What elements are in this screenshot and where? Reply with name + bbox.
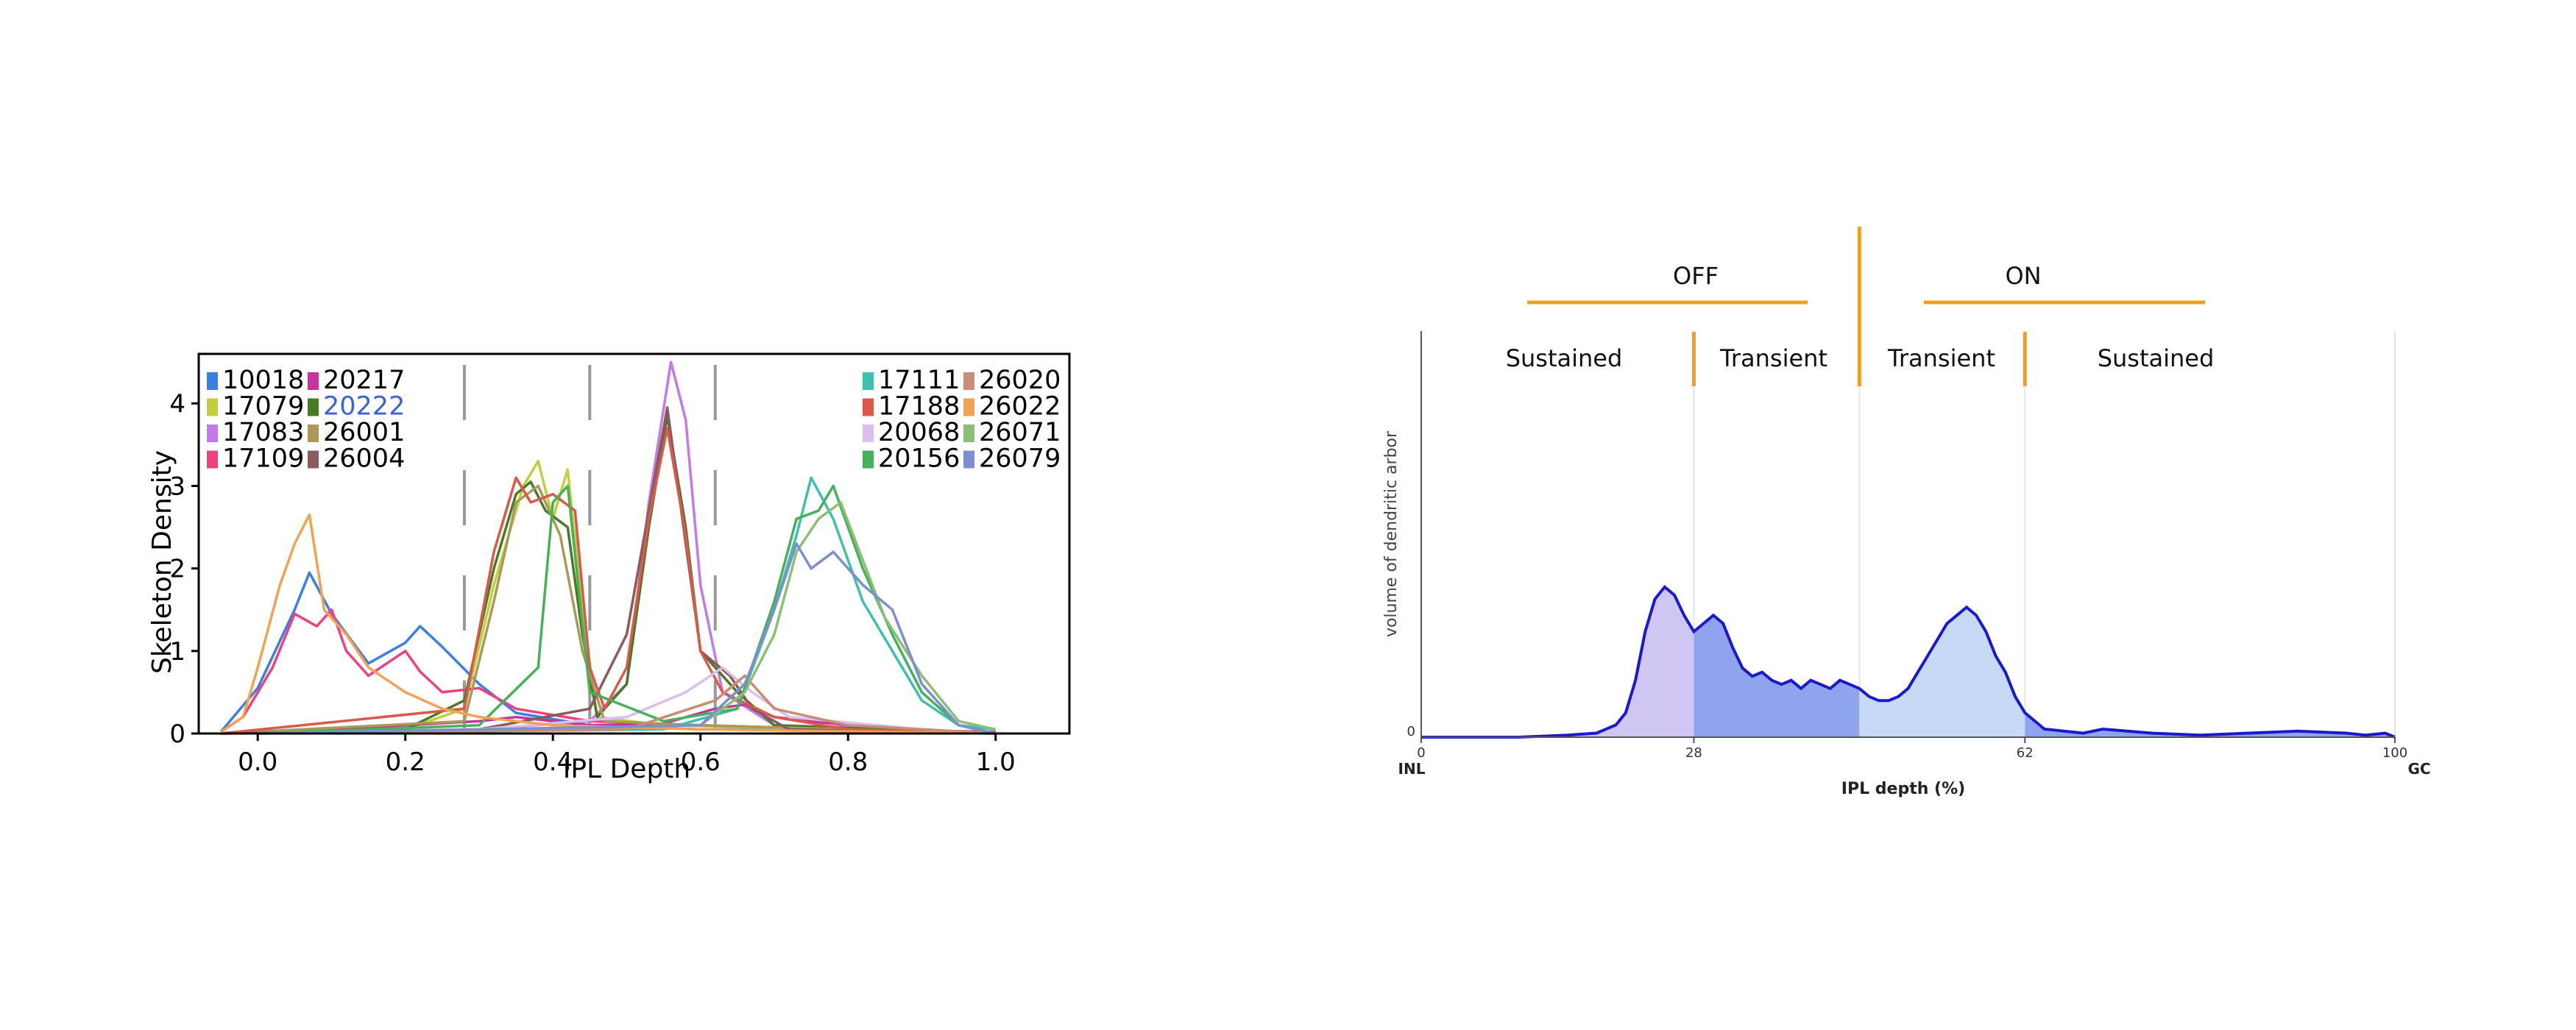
y-tick-label: 0 <box>169 720 185 749</box>
series-line-26001 <box>221 484 996 735</box>
x-tick-label: 1.0 <box>976 747 1016 777</box>
legend-label-26071: 26071 <box>979 418 1061 447</box>
y-tick-label: 3 <box>169 472 185 501</box>
legend-label-26020: 26020 <box>979 366 1061 395</box>
series-line-20068 <box>258 666 996 735</box>
x-tick-label: 0.8 <box>828 747 868 777</box>
legend-label-17079: 17079 <box>222 392 304 422</box>
x-axis-label: IPL Depth <box>563 754 690 784</box>
inl-label: INL <box>1398 760 1426 778</box>
arbor-profile-line <box>1421 584 2396 739</box>
off-label: OFF <box>1673 262 1719 290</box>
series-line-26020 <box>258 674 996 735</box>
series-line-20156 <box>258 484 997 735</box>
on-transient-label: Transient <box>1887 344 1995 372</box>
legend-label-17109: 17109 <box>222 444 304 474</box>
legend-swatch-26004 <box>308 450 319 469</box>
x-tick-label: 28 <box>1685 745 1702 761</box>
legend-swatch-20222 <box>308 398 319 416</box>
on-off-brackets <box>1527 227 2205 386</box>
legend-label-17083: 17083 <box>222 418 304 447</box>
on-transient-fill <box>1859 607 2025 737</box>
legend-label-26022: 26022 <box>979 392 1061 422</box>
y-tick-label: 4 <box>169 389 185 419</box>
legend-swatch-17111 <box>863 372 874 390</box>
x-tick-label: 100 <box>2382 745 2407 761</box>
series-line-26071 <box>258 501 997 735</box>
off-sustained-label: Sustained <box>1506 344 1623 372</box>
legend-label-20156: 20156 <box>878 444 960 474</box>
off-transient-fill <box>1694 615 1860 737</box>
legend-swatch-26071 <box>963 425 974 442</box>
region-fills <box>1421 586 2395 737</box>
x-tick-label: 0.0 <box>238 747 277 777</box>
legend-swatch-20217 <box>308 372 319 390</box>
density-series <box>219 360 997 735</box>
y-axis-ticks: 0 1 2 3 4 <box>169 389 199 749</box>
legend-label-26079: 26079 <box>979 444 1061 474</box>
series-line-17111 <box>258 476 996 735</box>
x-tick-label: 0.2 <box>386 747 425 777</box>
series-line-17188 <box>220 427 996 735</box>
x-tick-label: 0 <box>1417 745 1425 761</box>
legend-swatch-20068 <box>863 425 874 442</box>
skeleton-density-chart: 0.0 0.2 0.4 0.6 0.8 1.0 0 1 2 3 4 IPL Depth Skele… <box>147 352 1071 784</box>
legend-label-17111: 17111 <box>878 366 960 395</box>
legend-swatch-17109 <box>207 450 218 469</box>
legend-swatch-26020 <box>963 372 974 390</box>
legend-swatch-20156 <box>863 450 874 469</box>
series-line-26079 <box>258 542 997 735</box>
y-axis-label: volume of dendritic arbor <box>1382 430 1401 637</box>
x-axis-label: IPL depth (%) <box>1841 780 1965 798</box>
off-transient-label: Transient <box>1719 344 1827 372</box>
y-tick-label: 1 <box>169 637 185 667</box>
legend-label-20222: 20222 <box>323 392 405 422</box>
series-line-26022 <box>220 513 996 735</box>
legend-swatch-10018 <box>207 372 218 390</box>
x-axis-ticks: 0.0 0.2 0.4 0.6 0.8 1.0 <box>238 734 1016 777</box>
legend-swatch-26022 <box>963 398 974 416</box>
legend-label-20068: 20068 <box>878 418 960 447</box>
region-gridlines <box>1420 331 2396 737</box>
dendritic-arbor-chart: 0 28 62 100 0 INL GC IPL depth (%) volume o… <box>1382 227 2431 798</box>
legend-swatch-17188 <box>863 398 874 416</box>
x-axis-ticks: 0 28 62 100 <box>1417 737 2407 761</box>
legend-label-26004: 26004 <box>323 444 405 474</box>
legend-label-26001: 26001 <box>323 418 405 447</box>
gc-label: GC <box>2407 760 2430 778</box>
series-line-10018 <box>219 571 996 734</box>
y-axis-label: Skeleton Density <box>147 450 177 674</box>
y-tick-label: 0 <box>1407 724 1415 739</box>
plot-frame <box>197 352 1071 735</box>
legend-swatch-26079 <box>963 450 974 469</box>
legend-label-10018: 10018 <box>222 366 304 395</box>
on-label: ON <box>2005 262 2041 290</box>
x-tick-label: 0.6 <box>681 747 721 777</box>
legend-label-17188: 17188 <box>878 392 960 422</box>
axes <box>1420 331 2395 738</box>
legend-swatch-26001 <box>308 425 319 442</box>
x-tick-label: 62 <box>2017 745 2034 761</box>
legend-swatch-17079 <box>207 398 218 416</box>
legend-label-20217: 20217 <box>323 366 405 395</box>
legend-swatch-17083 <box>207 425 218 442</box>
x-tick-label: 0.4 <box>533 747 573 777</box>
on-sustained-label: Sustained <box>2098 344 2215 372</box>
y-tick-label: 2 <box>169 555 185 584</box>
